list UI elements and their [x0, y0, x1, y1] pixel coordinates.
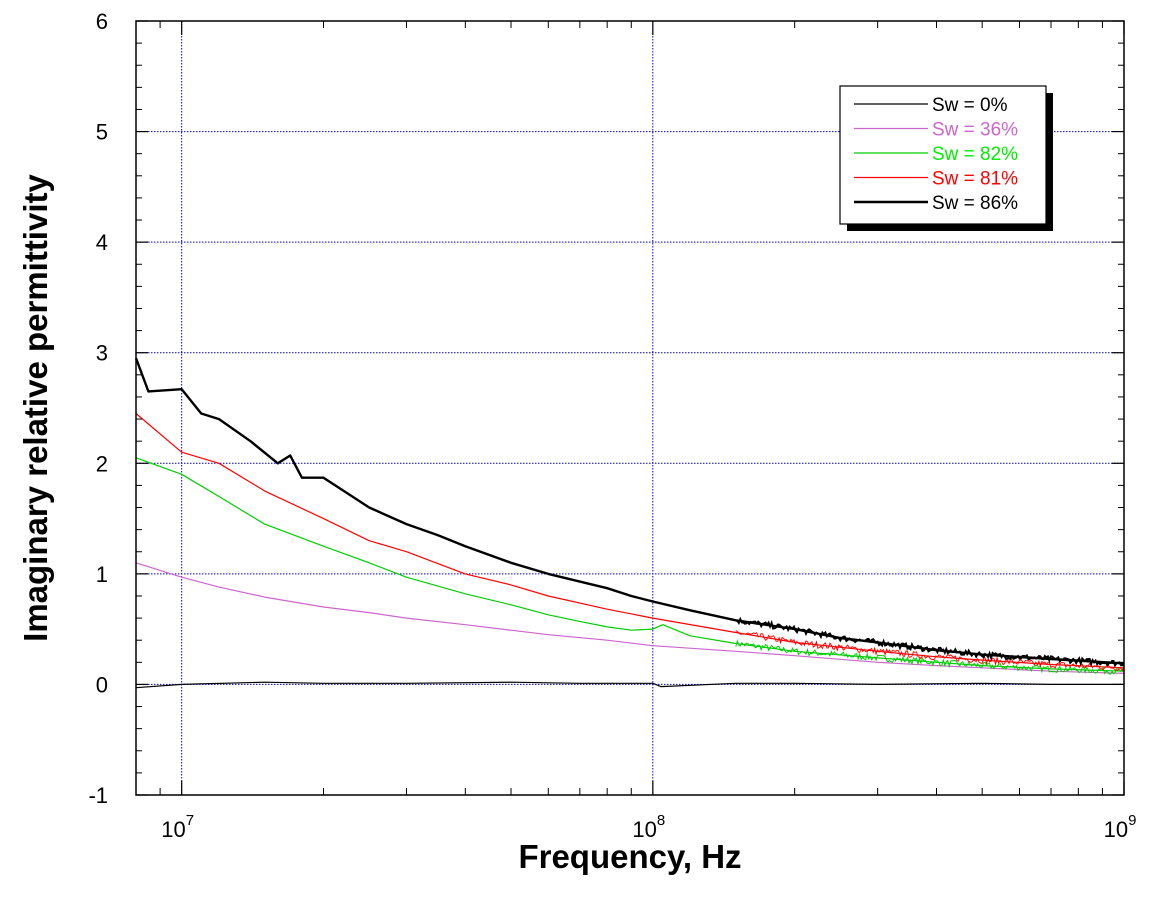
series-line — [135, 457, 1125, 672]
series-line — [134, 357, 1125, 665]
legend: Sw = 0% Sw = 36% Sw = 82% Sw = 81% Sw = 86% — [839, 85, 1053, 231]
series-noise — [735, 616, 1125, 668]
legend-label: Sw = 36% — [932, 120, 1018, 141]
y-tick-label: 3 — [96, 341, 108, 366]
x-axis-title: Frequency, Hz — [518, 838, 741, 875]
tick-marks — [136, 20, 1125, 796]
legend-label: Sw = 0% — [932, 95, 1008, 116]
legend-label: Sw = 82% — [932, 144, 1018, 165]
legend-label: Sw = 81% — [932, 169, 1018, 190]
legend-label: Sw = 86% — [932, 193, 1018, 214]
x-tick-label: 109 — [1104, 812, 1137, 842]
series-noise — [735, 630, 1125, 672]
y-tick-label: 6 — [96, 9, 108, 34]
y-tick-label: 2 — [96, 451, 108, 476]
y-tick-label: 5 — [96, 120, 108, 145]
y-tick-label: 1 — [96, 562, 108, 587]
y-axis-title: Imaginary relative permittivity — [17, 174, 54, 642]
series-group — [134, 357, 1125, 689]
y-tick-label: 0 — [96, 672, 108, 697]
y-tick-label: -1 — [88, 783, 108, 808]
noise-group — [735, 616, 1125, 675]
series-line — [135, 681, 1124, 689]
x-tick-label: 107 — [161, 812, 194, 842]
series-noise — [735, 639, 1125, 675]
series-line — [135, 562, 1125, 674]
plot-frame — [135, 20, 1125, 796]
y-tick-label: 4 — [96, 230, 108, 255]
